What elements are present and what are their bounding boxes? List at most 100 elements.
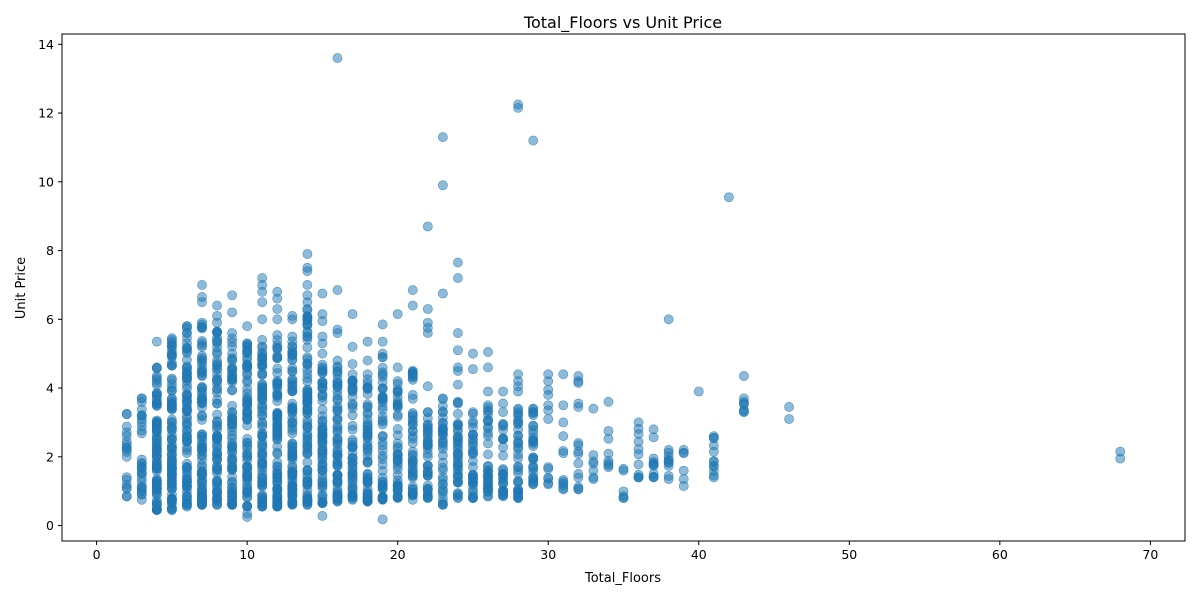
- scatter-point: [317, 464, 328, 475]
- scatter-point: [362, 355, 373, 366]
- scatter-point: [437, 401, 448, 412]
- scatter-point: [407, 471, 418, 482]
- x-axis: 0 10 20 30 40 50 60 70: [93, 541, 1158, 562]
- scatter-point: [317, 446, 328, 457]
- scatter-point: [212, 478, 222, 489]
- scatter-point: [182, 368, 192, 379]
- scatter-point: [437, 450, 448, 461]
- scatter-point: [317, 483, 328, 494]
- scatter-point: [227, 411, 238, 422]
- scatter-point: [151, 459, 162, 470]
- scatter-point: [302, 249, 313, 259]
- scatter-point: [558, 431, 569, 442]
- scatter-point: [212, 409, 222, 420]
- scatter-point: [392, 411, 403, 422]
- scatter-point: [332, 491, 343, 502]
- scatter-point: [739, 393, 749, 404]
- scatter-point: [648, 432, 659, 443]
- y-tick-label: 4: [46, 381, 54, 396]
- scatter-point: [227, 447, 238, 458]
- scatter-point: [257, 341, 268, 352]
- scatter-point: [302, 496, 313, 507]
- scatter-point: [422, 381, 433, 392]
- scatter-point: [362, 456, 373, 466]
- scatter-point: [317, 288, 328, 299]
- scatter-point: [573, 440, 584, 451]
- scatter-point: [483, 460, 493, 471]
- scatter-point: [483, 402, 493, 413]
- scatter-point: [151, 424, 162, 435]
- scatter-point: [377, 459, 388, 470]
- scatter-point: [347, 359, 358, 369]
- scatter-point: [121, 451, 132, 462]
- scatter-point: [151, 505, 162, 515]
- scatter-point: [197, 388, 207, 398]
- scatter-point: [498, 418, 508, 429]
- scatter-point: [151, 388, 162, 399]
- scatter-point: [242, 449, 253, 460]
- scatter-point: [528, 441, 539, 452]
- scatter-point: [182, 448, 192, 458]
- scatter-point: [332, 53, 343, 63]
- scatter-point: [212, 448, 222, 458]
- y-tick-label: 12: [38, 106, 54, 121]
- scatter-point: [588, 403, 599, 414]
- scatter-point: [407, 390, 418, 400]
- scatter-point: [212, 499, 222, 510]
- scatter-point: [513, 442, 524, 452]
- scatter-point: [257, 479, 268, 490]
- scatter-point: [468, 348, 478, 359]
- scatter-point: [257, 297, 268, 308]
- scatter-point: [468, 364, 478, 375]
- scatter-point: [317, 404, 328, 415]
- scatter-point: [513, 476, 524, 487]
- scatter-point: [663, 314, 674, 325]
- scatter-point: [453, 490, 463, 501]
- scatter-point: [272, 441, 283, 452]
- scatter-point: [151, 336, 162, 347]
- scatter-point: [242, 383, 253, 394]
- scatter-point: [377, 445, 388, 456]
- scatter-point: [513, 418, 524, 429]
- scatter-point: [302, 290, 313, 301]
- scatter-point: [317, 392, 328, 402]
- scatter-point: [332, 446, 343, 457]
- scatter-point: [317, 309, 328, 320]
- scatter-point: [588, 465, 599, 476]
- scatter-point: [347, 377, 358, 388]
- scatter-point: [287, 349, 298, 360]
- scatter-point: [302, 342, 313, 353]
- scatter-point: [121, 409, 132, 420]
- scatter-point: [332, 405, 343, 416]
- scatter-point: [422, 317, 433, 328]
- scatter-point: [422, 492, 433, 502]
- scatter-point: [528, 453, 539, 464]
- scatter-point: [257, 358, 268, 369]
- scatter-point: [377, 415, 388, 425]
- scatter-point: [407, 446, 418, 457]
- scatter-point: [453, 328, 463, 338]
- scatter-point: [513, 99, 524, 110]
- scatter-point: [347, 475, 358, 486]
- scatter-point: [272, 413, 283, 424]
- scatter-point: [708, 456, 719, 467]
- scatter-point: [227, 290, 238, 301]
- scatter-point: [317, 348, 328, 359]
- scatter-point: [317, 376, 328, 387]
- scatter-point: [1115, 446, 1126, 457]
- scatter-point: [558, 369, 569, 380]
- scatter-point: [332, 380, 343, 390]
- scatter-point: [227, 488, 238, 499]
- x-axis-label: Total_Floors: [584, 571, 661, 586]
- scatter-point: [437, 180, 448, 191]
- scatter-point: [528, 135, 539, 146]
- scatter-point: [528, 462, 539, 473]
- x-tick-label: 0: [93, 547, 101, 562]
- scatter-point: [257, 431, 268, 442]
- scatter-point: [242, 487, 253, 498]
- scatter-point: [347, 341, 358, 352]
- scatter-point: [332, 433, 343, 444]
- scatter-point: [678, 465, 689, 476]
- scatter-point: [272, 377, 283, 388]
- scatter-point: [678, 448, 689, 459]
